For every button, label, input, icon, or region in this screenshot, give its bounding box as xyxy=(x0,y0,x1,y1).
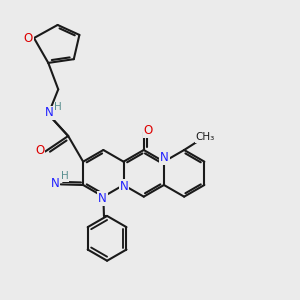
Text: O: O xyxy=(143,124,153,137)
Text: N: N xyxy=(98,192,107,205)
Text: CH₃: CH₃ xyxy=(195,132,214,142)
Text: O: O xyxy=(24,32,33,44)
Text: N: N xyxy=(45,106,54,119)
Text: N: N xyxy=(51,177,59,190)
Text: N: N xyxy=(160,152,169,164)
Text: N: N xyxy=(120,180,128,193)
Text: H: H xyxy=(61,171,68,181)
Text: H: H xyxy=(54,102,62,112)
Text: O: O xyxy=(35,144,44,158)
